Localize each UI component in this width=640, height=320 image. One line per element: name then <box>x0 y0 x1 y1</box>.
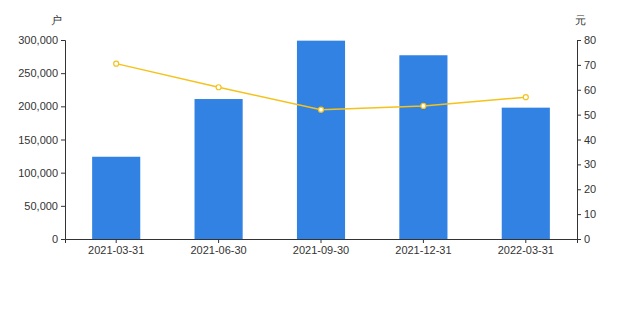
tick-mark <box>577 90 581 91</box>
tick: 70 <box>577 59 596 71</box>
tick: 250,000 <box>18 67 65 79</box>
tick-mark <box>116 239 117 243</box>
tick-label: 70 <box>584 59 596 71</box>
chart: 0 50,000 100,000 150,000 200,000 250,000 300,0… <box>0 0 640 320</box>
tick-label: 40 <box>584 134 596 146</box>
tick-label: 20 <box>584 183 596 195</box>
tick: 50,000 <box>24 200 65 212</box>
tick-label: 2022-03-31 <box>498 244 554 256</box>
y-axis: 0 50,000 100,000 150,000 200,000 250,000 300,0… <box>18 34 65 245</box>
tick-mark <box>577 214 581 215</box>
tick-label: 2021-12-31 <box>395 244 451 256</box>
tick-label: 200,000 <box>18 100 58 112</box>
tick-mark <box>577 140 581 141</box>
tick-mark <box>577 40 581 41</box>
tick-label: 50,000 <box>24 200 58 212</box>
tick-mark <box>321 239 322 243</box>
tick-mark <box>61 73 65 74</box>
line-marker <box>114 61 119 66</box>
tick: 40 <box>577 134 596 146</box>
tick: 150,000 <box>18 134 65 146</box>
tick-label: 2021-03-31 <box>88 244 144 256</box>
bar <box>399 55 447 239</box>
line <box>116 64 526 110</box>
bar <box>92 157 140 239</box>
tick: 2021-09-30 <box>293 239 349 256</box>
tick: 0 <box>577 233 590 245</box>
tick-label: 100,000 <box>18 167 58 179</box>
tick-mark <box>577 65 581 66</box>
tick-mark <box>218 239 219 243</box>
y2-axis: 0 10 20 30 40 50 60 70 80 <box>577 34 596 245</box>
tick-label: 150,000 <box>18 134 58 146</box>
x-axis: 2021-03-31 2021-06-30 2021-09-30 2021-12-31… <box>66 239 578 256</box>
tick-label: 50 <box>584 109 596 121</box>
tick-label: 0 <box>584 233 590 245</box>
tick-label: 300,000 <box>18 34 58 46</box>
tick-mark <box>61 173 65 174</box>
tick: 20 <box>577 183 596 195</box>
axis-line <box>66 240 578 244</box>
plot-area <box>92 41 550 239</box>
tick-label: 60 <box>584 84 596 96</box>
tick-mark <box>61 140 65 141</box>
tick: 60 <box>577 84 596 96</box>
tick-mark <box>577 164 581 165</box>
bar <box>297 41 345 239</box>
tick: 300,000 <box>18 34 65 46</box>
tick-label: 2021-06-30 <box>190 244 246 256</box>
tick-label: 250,000 <box>18 67 58 79</box>
line-marker <box>523 95 528 100</box>
tick-mark <box>61 206 65 207</box>
tick-mark <box>577 189 581 190</box>
axis-line <box>578 41 582 240</box>
tick-mark <box>61 40 65 41</box>
tick: 2021-03-31 <box>88 239 144 256</box>
tick-mark <box>423 239 424 243</box>
line-marker <box>319 107 324 112</box>
tick-mark <box>577 115 581 116</box>
tick-label: 10 <box>584 208 596 220</box>
tick-mark <box>61 239 65 240</box>
tick: 2022-03-31 <box>498 239 554 256</box>
tick: 50 <box>577 109 596 121</box>
tick-mark <box>61 106 65 107</box>
tick: 100,000 <box>18 167 65 179</box>
tick: 200,000 <box>18 100 65 112</box>
tick: 10 <box>577 208 596 220</box>
tick: 2021-12-31 <box>395 239 451 256</box>
line-marker <box>216 85 221 90</box>
tick-label: 0 <box>52 233 58 245</box>
tick-label: 30 <box>584 158 596 170</box>
tick-label: 2021-09-30 <box>293 244 349 256</box>
tick: 0 <box>52 233 65 245</box>
line-marker <box>421 103 426 108</box>
bar <box>195 99 243 239</box>
tick-mark <box>525 239 526 243</box>
axis-line <box>61 41 66 240</box>
y-axis-title: 户 <box>51 14 62 27</box>
tick-label: 80 <box>584 34 596 46</box>
tick: 2021-06-30 <box>190 239 246 256</box>
tick: 30 <box>577 158 596 170</box>
y2-axis-title: 元 <box>575 14 586 27</box>
bar <box>502 108 550 239</box>
tick: 80 <box>577 34 596 46</box>
